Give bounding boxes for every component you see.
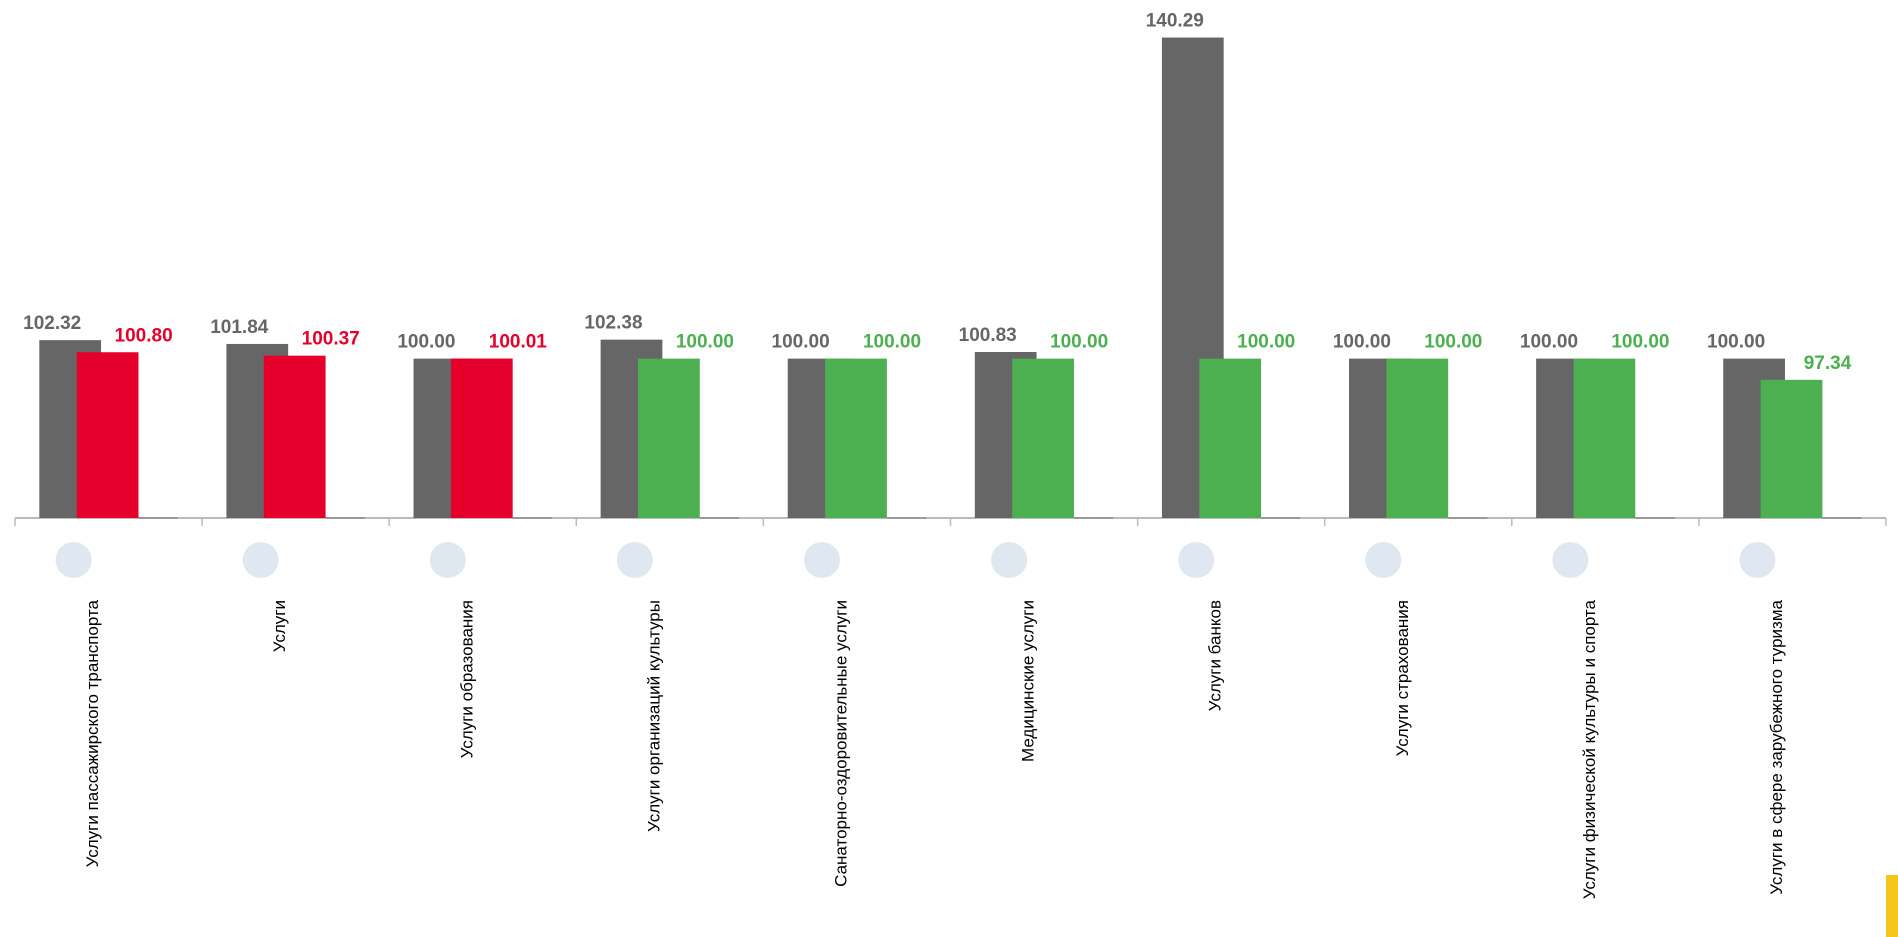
value-label: 100.37 [302, 329, 360, 350]
value-label: 100.00 [1333, 332, 1391, 353]
value-label: 100.83 [959, 325, 1017, 346]
corner-decoration [1886, 875, 1898, 937]
x-tick-label: Услуги образования [457, 600, 476, 758]
bar [76, 352, 139, 518]
value-label: 102.38 [584, 313, 642, 334]
category-icon [1739, 542, 1776, 578]
category-icon [803, 542, 840, 578]
bar [1199, 358, 1262, 518]
category-icon [1178, 542, 1215, 578]
value-label: 100.00 [397, 332, 455, 353]
category-icon [55, 542, 92, 578]
value-label: 101.84 [210, 317, 269, 338]
category-icon [991, 542, 1028, 578]
value-label: 100.00 [1237, 332, 1295, 353]
value-label: 100.00 [1707, 332, 1765, 353]
value-label: 100.00 [1424, 332, 1482, 353]
x-tick-label: Услуги физической культуры и спорта [1580, 599, 1599, 899]
bar [263, 355, 326, 518]
bar [638, 358, 700, 518]
bar [450, 358, 513, 518]
x-tick-label: Санаторно-оздоровительные услуги [831, 600, 850, 887]
value-label: 100.00 [772, 332, 830, 353]
x-tick-label: Услуги [270, 600, 289, 652]
category-icon [616, 542, 653, 578]
bar [825, 358, 887, 518]
category-icon [1552, 542, 1589, 578]
x-tick-label: Услуги банков [1206, 600, 1225, 711]
value-label: 100.01 [489, 332, 548, 353]
value-label: 100.00 [1520, 332, 1578, 353]
value-label: 100.00 [1050, 332, 1108, 353]
bar [1386, 358, 1449, 518]
category-icon [242, 542, 279, 578]
x-tick-label: Услуги организаций культуры [644, 600, 663, 832]
category-icon [429, 542, 466, 578]
value-label: 100.80 [115, 325, 173, 346]
x-tick-label: Медицинские услуги [1019, 600, 1038, 762]
bar [1760, 379, 1823, 518]
value-label: 100.00 [1611, 332, 1669, 353]
value-label: 100.00 [676, 332, 734, 353]
x-tick-label: Услуги пассажирского транспорта [83, 599, 102, 867]
value-label: 140.29 [1146, 11, 1204, 32]
value-label: 97.34 [1804, 353, 1852, 374]
x-tick-label: Услуги в сфере зарубежного туризма [1767, 599, 1786, 894]
bar [1573, 358, 1636, 518]
bar [1012, 358, 1074, 518]
category-icon [1365, 542, 1402, 578]
x-tick-label: Услуги страхования [1393, 600, 1412, 756]
value-label: 102.32 [23, 313, 81, 334]
value-label: 100.00 [863, 332, 921, 353]
